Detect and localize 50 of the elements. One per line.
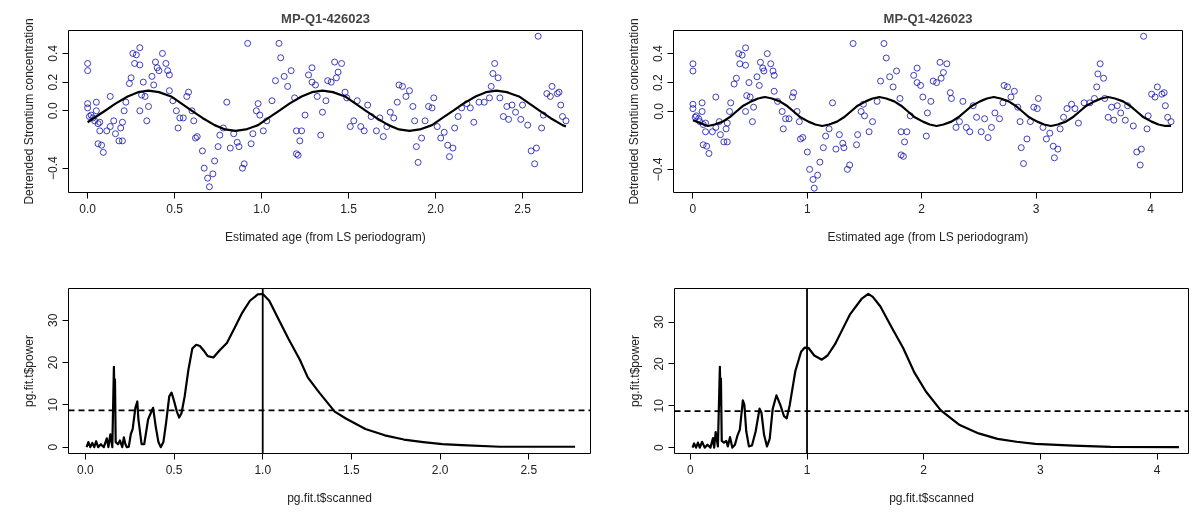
y-tick-label: 20 [652,356,667,371]
x-axis-title: pg.fit.t$scanned [287,490,372,505]
y-tick-label: 10 [652,398,667,413]
y-axis-title: pg.fit.t$power [21,334,36,408]
y-tick-label: 0 [652,443,667,451]
x-tick-label: 2 [918,201,926,216]
x-tick-label: 0.5 [165,462,183,477]
x-axis-title: pg.fit.t$scanned [889,490,974,505]
y-tick-label: 0.0 [46,102,61,120]
x-tick-label: 2.0 [427,201,445,216]
x-tick-label: 1.0 [254,462,272,477]
y-tick-label: 0.4 [46,44,61,62]
line-series [691,95,1173,128]
x-tick-label: 0.0 [79,201,97,216]
chart-title: MP-Q1-426023 [883,10,973,26]
x-tick-label: 3 [1037,462,1045,477]
x-tick-label: 2 [920,462,928,477]
x-tick-label: 1.5 [340,201,358,216]
y-tick-label: 0 [46,443,61,451]
chart-title: MP-Q1-426023 [281,10,370,26]
y-tick-label: −0.4 [46,155,61,180]
x-axis-title: Estimated age (from LS periodogram) [827,229,1029,244]
x-tick-label: 1 [803,462,811,477]
x-tick-label: 0.5 [166,201,184,216]
x-tick-label: 4 [1153,462,1161,477]
x-tick-label: 1 [803,201,811,216]
x-tick-label: 0.0 [77,462,95,477]
x-axis-title: Estimated age (from LS periodogram) [225,229,426,244]
y-tick-label: −0.4 [651,157,666,182]
y-axis-title: Detrended Strontium concentration [626,18,641,205]
y-tick-label: 0.0 [651,102,666,120]
x-tick-label: 0 [689,201,697,216]
y-tick-label: 0.4 [651,44,666,62]
line-series [86,89,568,132]
y-tick-label: 0.2 [651,73,666,91]
y-tick-label: 30 [46,313,61,327]
y-tick-label: 10 [46,397,61,412]
x-tick-label: 3 [1032,201,1040,216]
y-tick-label: 30 [652,315,667,329]
x-tick-label: 1.5 [343,462,361,477]
y-tick-label: 0.2 [46,73,61,91]
x-tick-label: 0 [687,462,695,477]
y-axis-title: pg.fit.t$power [627,334,642,408]
y-axis-title: Detrended Strontium concentration [21,18,36,205]
x-tick-label: 2.5 [520,462,538,477]
y-tick-label: 20 [46,355,61,370]
x-tick-label: 1.0 [253,201,271,216]
x-tick-label: 4 [1147,201,1155,216]
x-tick-label: 2.5 [514,201,532,216]
x-tick-label: 2.0 [431,462,449,477]
